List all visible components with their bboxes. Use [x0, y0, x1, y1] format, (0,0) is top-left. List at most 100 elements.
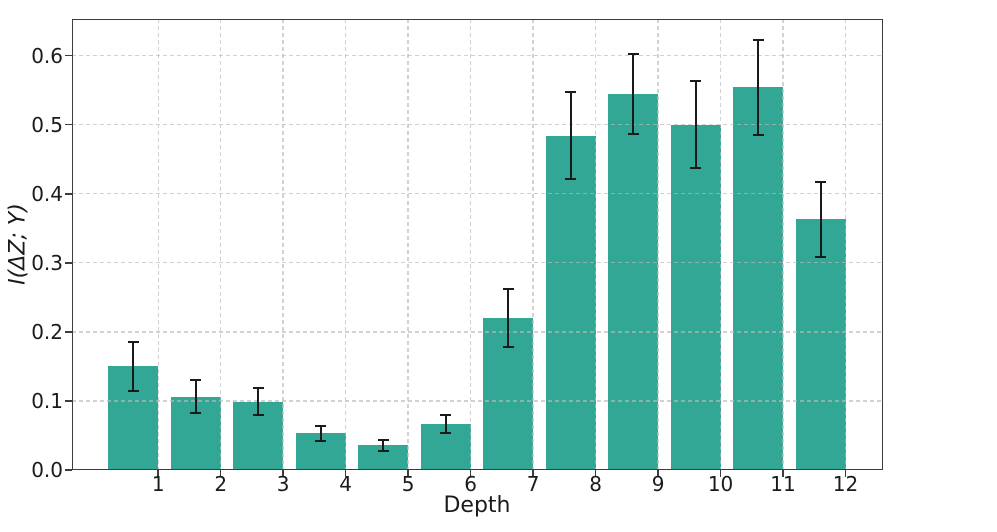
error-bar-cap [440, 414, 452, 417]
bar-depth-9 [608, 93, 659, 470]
bar-depth-12 [795, 219, 846, 470]
error-bar-cap [752, 134, 764, 137]
error-bar-line [632, 53, 635, 134]
y-tick-label-0.5: 0.5 [31, 112, 63, 137]
h-gridline [72, 331, 883, 333]
error-bar-line [757, 39, 760, 136]
plot-area [72, 19, 883, 470]
v-gridline [407, 19, 409, 470]
error-bar-cap [190, 379, 202, 382]
x-tick-label-12: 12 [832, 472, 859, 496]
error-bar-cap [815, 255, 827, 258]
x-tick-mark [844, 470, 847, 477]
x-tick-label-3: 3 [276, 472, 290, 496]
x-tick-mark [532, 470, 534, 477]
y-tick-mark [65, 400, 72, 402]
error-bar-line [132, 342, 135, 391]
error-bar-line [507, 289, 510, 348]
error-bar-cap [565, 91, 577, 94]
error-bar-line [319, 425, 322, 441]
y-tick-label-0.6: 0.6 [31, 43, 63, 68]
y-tick-mark [65, 331, 72, 333]
x-tick-label-2: 2 [214, 472, 228, 496]
bars-layer [72, 19, 883, 470]
x-tick-label-1: 1 [151, 472, 165, 496]
x-tick-mark [782, 470, 784, 477]
x-tick-mark [594, 470, 597, 477]
bar-depth-8 [545, 135, 596, 470]
v-gridline [594, 19, 597, 470]
h-gridline [72, 262, 883, 264]
v-gridline [469, 19, 472, 470]
y-tick-mark [65, 123, 72, 126]
error-bar-cap [377, 449, 389, 452]
v-gridline [344, 19, 347, 470]
y-tick-label-0.1: 0.1 [31, 388, 63, 413]
error-bar-cap [252, 386, 264, 389]
error-bar-cap [190, 412, 202, 415]
h-gridline [72, 400, 883, 402]
bar-depth-11 [733, 87, 784, 470]
error-bar-cap [815, 180, 827, 183]
y-tick-label-0.4: 0.4 [31, 181, 63, 206]
y-tick-label-0.2: 0.2 [31, 319, 63, 344]
v-gridline [532, 19, 534, 470]
error-bar-cap [565, 178, 577, 181]
error-bars-layer [72, 19, 883, 470]
y-tick-mark [65, 54, 72, 57]
x-tick-label-4: 4 [339, 472, 353, 496]
v-gridline [719, 19, 722, 470]
error-bar-cap [627, 52, 639, 55]
y-tick-mark [65, 262, 72, 264]
y-tick-label-0.0: 0.0 [31, 458, 63, 482]
y-tick-label-0.3: 0.3 [31, 250, 63, 275]
x-tick-mark [157, 470, 160, 477]
x-tick-mark [469, 470, 472, 477]
x-tick-label-5: 5 [401, 472, 415, 496]
v-gridline [657, 19, 659, 470]
error-bar-cap [502, 288, 514, 291]
error-bar-line [257, 387, 260, 416]
x-tick-label-7: 7 [526, 472, 540, 496]
grid-layer [72, 19, 883, 470]
error-bar-cap [315, 439, 327, 442]
h-gridline [72, 123, 883, 126]
x-tick-mark [657, 470, 659, 477]
error-bar-cap [627, 132, 639, 135]
v-gridline [157, 19, 159, 470]
v-gridline [282, 19, 284, 470]
error-bar-cap [377, 438, 389, 441]
v-gridline [844, 19, 847, 470]
error-bar-cap [690, 167, 702, 170]
y-tick-mark [65, 192, 72, 195]
x-tick-label-6: 6 [464, 472, 477, 496]
error-bar-cap [752, 38, 764, 41]
error-bar-line [382, 439, 385, 451]
y-tick-mark [65, 469, 72, 471]
v-gridline [782, 19, 784, 470]
x-tick-mark [344, 470, 347, 477]
error-bar-cap [440, 432, 452, 435]
x-tick-label-10: 10 [707, 472, 734, 496]
error-bar-cap [127, 341, 139, 344]
error-bar-line [194, 380, 197, 414]
x-tick-label-8: 8 [589, 472, 602, 496]
error-bar-line [694, 81, 697, 169]
bar-depth-10 [670, 124, 721, 470]
error-bar-cap [252, 414, 264, 417]
h-gridline [72, 54, 883, 57]
x-tick-mark [719, 470, 722, 477]
error-bar-line [444, 415, 447, 434]
x-tick-mark [219, 470, 222, 477]
x-axis-label: Depth [443, 493, 511, 518]
x-tick-mark [407, 470, 409, 477]
error-bar-cap [690, 80, 702, 83]
x-tick-label-9: 9 [651, 472, 665, 496]
error-bar-cap [127, 389, 139, 392]
x-tick-label-11: 11 [770, 472, 796, 496]
error-bar-cap [502, 346, 514, 349]
error-bar-cap [315, 424, 327, 427]
v-gridline [220, 19, 222, 470]
x-tick-mark [282, 470, 284, 477]
